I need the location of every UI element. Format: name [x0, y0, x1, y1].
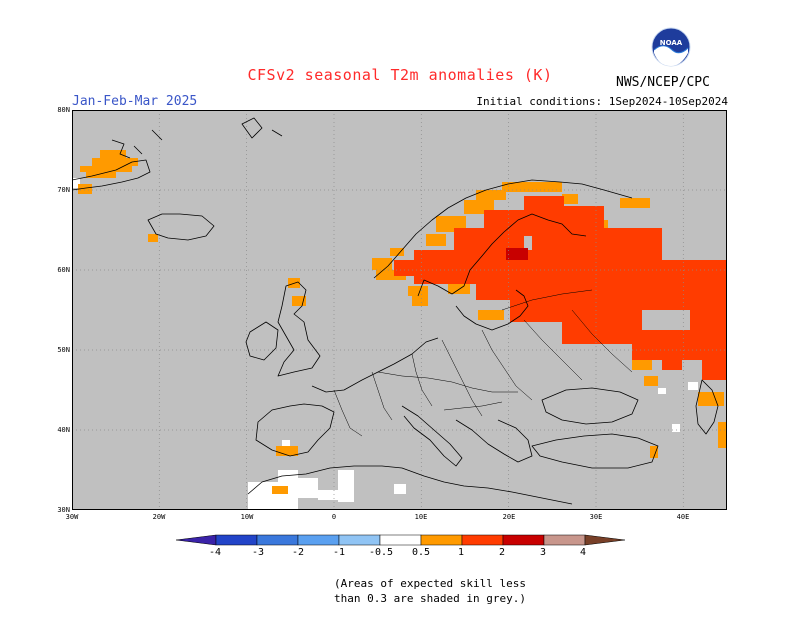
colorbar-arrow-right	[584, 534, 626, 546]
footnote-line-1: (Areas of expected skill less	[333, 577, 527, 590]
colorbar-label-neg2: -2	[291, 547, 305, 558]
map-frame	[72, 110, 727, 510]
colorbar-swatch	[420, 534, 463, 546]
colorbar-swatch	[338, 534, 381, 546]
red-orange-anomaly-cells	[394, 196, 727, 380]
colorbar-label-neg0-5: -0.5	[368, 547, 394, 558]
lat-label-60n: 60N	[57, 266, 70, 274]
lon-label-20w: 20W	[152, 513, 166, 521]
colorbar-label-1: 1	[457, 547, 465, 558]
colorbar-label-neg4: -4	[208, 547, 222, 558]
chart-title: CFSv2 seasonal T2m anomalies (K)	[247, 66, 553, 84]
noaa-logo-icon: NOAA	[651, 27, 691, 67]
colorbar-swatch	[256, 534, 299, 546]
lon-label-40e: 40E	[676, 513, 690, 521]
lon-label-30w: 30W	[65, 513, 79, 521]
svg-text:NOAA: NOAA	[660, 39, 683, 47]
lat-label-50n: 50N	[57, 346, 70, 354]
colorbar-swatch	[502, 534, 545, 546]
colorbar-swatch	[297, 534, 340, 546]
skill-footnote: (Areas of expected skill less than 0.3 a…	[300, 576, 560, 606]
lon-label-10e: 10E	[414, 513, 428, 521]
colorbar-swatches	[175, 534, 626, 546]
colorbar-label-neg3: -3	[251, 547, 265, 558]
colorbar-label-4: 4	[579, 547, 587, 558]
lon-label-10w: 10W	[240, 513, 254, 521]
lat-label-40n: 40N	[57, 426, 70, 434]
lon-label-0: 0	[331, 513, 337, 521]
colorbar-swatch	[215, 534, 258, 546]
lon-label-30e: 30E	[589, 513, 603, 521]
lon-label-20e: 20E	[502, 513, 516, 521]
coastlines	[72, 117, 719, 505]
graticule	[72, 110, 727, 510]
colorbar-label-neg1: -1	[332, 547, 346, 558]
colorbar-label-2: 2	[498, 547, 506, 558]
footnote-line-2: than 0.3 are shaded in grey.)	[333, 592, 527, 605]
organization-label: NWS/NCEP/CPC	[616, 75, 710, 90]
colorbar-label-0-5: 0.5	[411, 547, 431, 558]
country-borders	[333, 289, 633, 437]
lat-label-70n: 70N	[57, 186, 70, 194]
lat-label-30n: 30N	[57, 506, 70, 514]
colorbar-swatch	[379, 534, 422, 546]
colorbar-swatch	[543, 534, 586, 546]
colorbar-arrow-left	[175, 534, 217, 546]
forecast-period: Jan-Feb-Mar 2025	[72, 94, 198, 109]
colorbar-swatch	[461, 534, 504, 546]
initial-conditions: Initial conditions: 1Sep2024-10Sep2024	[476, 95, 728, 108]
colorbar	[175, 534, 626, 546]
colorbar-label-3: 3	[539, 547, 547, 558]
lat-label-80n: 80N	[57, 106, 70, 114]
dark-red-anomaly-cells	[506, 248, 528, 260]
anomaly-map	[72, 110, 727, 510]
